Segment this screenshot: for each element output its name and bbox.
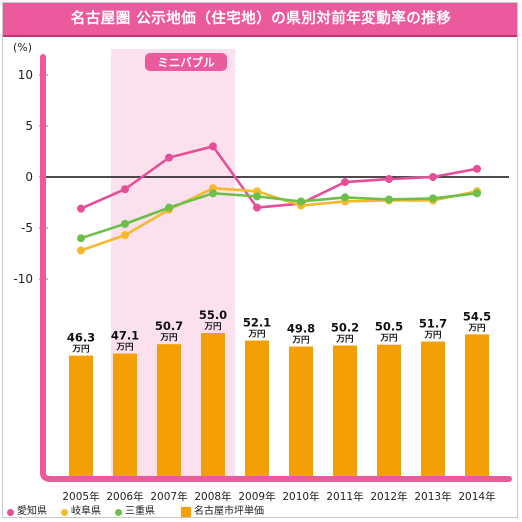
bar-unit-label: 万円: [115, 343, 133, 353]
bar: [421, 341, 445, 476]
data-point-1: [121, 231, 129, 240]
bar: [201, 333, 225, 476]
bar-unit-label: 万円: [291, 336, 309, 346]
y-tick-label: -5: [21, 221, 33, 235]
data-point-2: [385, 195, 393, 204]
data-point-0: [77, 204, 85, 213]
bar-value-label: 55.0: [199, 308, 227, 322]
y-tick-label: -10: [13, 272, 33, 286]
bar-unit-label: 万円: [71, 345, 89, 355]
bar-unit-label: 万円: [247, 330, 265, 340]
bar-value-label: 52.1: [243, 316, 271, 330]
bar: [465, 334, 489, 476]
y-tick-label: 10: [18, 68, 33, 82]
x-tick-label: 2012年: [370, 490, 407, 503]
bar: [333, 345, 357, 476]
bar: [113, 353, 137, 476]
chart-title: 名古屋圏 公示地価（住宅地）の県別対前年変動率の推移: [3, 3, 517, 37]
chart-frame: 名古屋圏 公示地価（住宅地）の県別対前年変動率の推移 ミニバブル (%) 10 5 0 -…: [2, 2, 518, 518]
legend-gifu: 岐阜県: [61, 506, 101, 517]
data-point-0: [121, 185, 129, 194]
bar: [289, 346, 313, 476]
data-point-2: [121, 219, 129, 228]
bar-value-label: 50.2: [331, 320, 359, 334]
legend-mie: 三重県: [115, 506, 155, 517]
bar-unit-label: 万円: [159, 333, 177, 343]
data-point-1: [77, 246, 85, 255]
x-tick-label: 2010年: [282, 490, 319, 503]
x-tick-label: 2011年: [326, 490, 363, 503]
legend-nagoya: 名古屋市坪単価: [181, 506, 264, 517]
x-tick-label: 2014年: [458, 490, 495, 503]
x-tick-label: 2005年: [62, 490, 99, 503]
bar-value-label: 50.7: [155, 319, 183, 333]
bar-value-label: 51.7: [419, 317, 447, 331]
legend-marker-gifu: [61, 508, 68, 516]
legend-label-nagoya: 名古屋市坪単価: [194, 506, 264, 517]
data-point-0: [429, 173, 437, 181]
x-axis-line: [40, 470, 512, 482]
x-tick-label: 2007年: [150, 490, 187, 503]
data-point-0: [253, 203, 261, 212]
legend-label-gifu: 岐阜県: [71, 506, 101, 517]
x-tick-label: 2008年: [194, 490, 231, 503]
legend-label-aichi: 愛知県: [17, 506, 47, 517]
legend-marker-mie: [115, 508, 122, 516]
data-point-0: [209, 142, 217, 151]
data-point-2: [429, 194, 437, 203]
chart-area: ミニバブル(%)1050-5-1046.3万円47.1万円50.7万円55.0万…: [13, 41, 512, 503]
legend-marker-aichi: [7, 508, 14, 516]
legend-marker-nagoya: [181, 507, 191, 517]
series-line-0: [80, 145, 478, 210]
x-tick-label: 2009年: [238, 490, 275, 503]
data-point-0: [341, 178, 349, 187]
bar-value-label: 50.5: [375, 320, 403, 334]
highlight-label-bg: [145, 53, 227, 71]
data-point-2: [473, 189, 481, 198]
bar: [69, 355, 93, 476]
legend-label-mie: 三重県: [125, 506, 155, 517]
data-point-2: [209, 189, 217, 198]
bar-unit-label: 万円: [335, 334, 353, 344]
data-point-0: [473, 164, 481, 173]
data-point-0: [385, 175, 393, 184]
data-point-2: [341, 193, 349, 202]
bar-value-label: 46.3: [67, 331, 95, 345]
bar-unit-label: 万円: [203, 322, 221, 332]
legend-aichi: 愛知県: [7, 506, 47, 517]
bar: [245, 340, 269, 476]
y-tick-label: 5: [25, 119, 33, 133]
highlight-label: ミニバブル: [157, 56, 215, 70]
bar: [377, 344, 401, 476]
data-point-2: [297, 197, 305, 206]
x-tick-label: 2013年: [414, 490, 451, 503]
bar: [157, 344, 181, 476]
bar-value-label: 47.1: [111, 329, 139, 343]
x-tick-label: 2006年: [106, 490, 143, 503]
data-point-2: [77, 234, 85, 243]
y-axis-unit: (%): [13, 41, 32, 54]
bar-unit-label: 万円: [467, 323, 485, 333]
data-point-2: [253, 192, 261, 201]
bar-unit-label: 万円: [423, 331, 441, 341]
bar-unit-label: 万円: [379, 334, 397, 344]
data-point-2: [165, 203, 173, 212]
series-line-2: [80, 192, 478, 240]
y-tick-label: 0: [25, 170, 33, 184]
bar-value-label: 54.5: [463, 309, 491, 323]
data-point-0: [165, 153, 173, 162]
bar-value-label: 49.8: [287, 322, 315, 336]
